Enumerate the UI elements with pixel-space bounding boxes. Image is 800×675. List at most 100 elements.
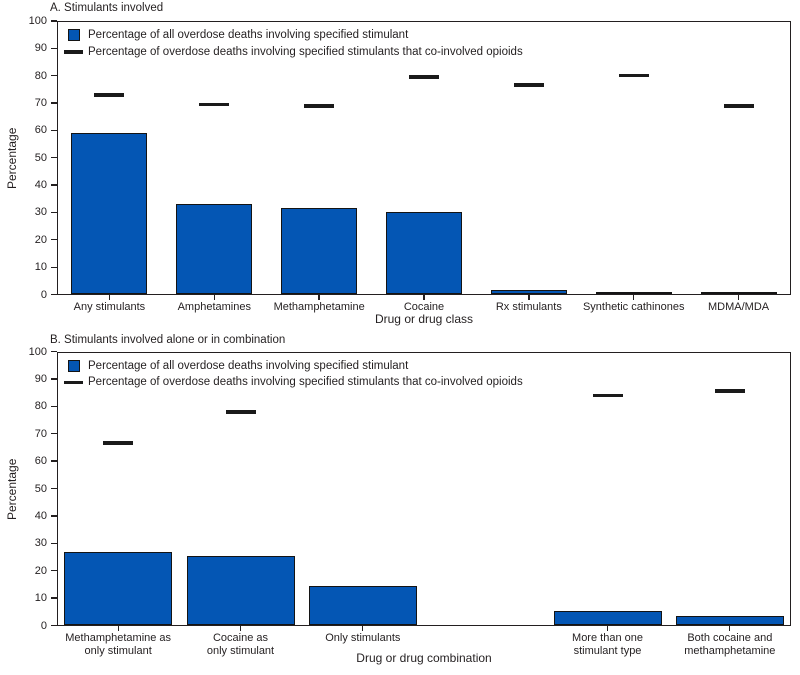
panel-a-y-tick-label: 10 — [34, 261, 47, 274]
panel-b-x-tick — [729, 625, 731, 631]
panel-b-opioid-dash-2 — [225, 409, 256, 414]
panel-b-y-tick — [51, 433, 57, 435]
panel-a-bar-6 — [595, 291, 672, 295]
panel-b-legend-bar-label: Percentage of all overdose deaths involv… — [88, 359, 409, 372]
panel-a-legend-bar-swatch — [68, 29, 80, 41]
panel-a-bar-1 — [71, 133, 148, 295]
panel-a-y-tick-label: 30 — [34, 206, 47, 219]
panel-b-y-tick-label: 90 — [34, 372, 47, 385]
panel-b-y-tick — [51, 350, 57, 353]
panel-a-bar-7 — [700, 291, 777, 295]
panel-a-y-tick — [51, 20, 57, 22]
panel-b-bar-4 — [553, 610, 662, 626]
panel-b-legend-dash-swatch — [64, 380, 83, 385]
panel-a-category-label: Any stimulants — [73, 301, 146, 313]
panel-b-y-tick-label: 30 — [34, 537, 47, 550]
panel-b-category-label: Methamphetamine as only stimulant — [65, 632, 172, 657]
panel-b-x-tick — [117, 625, 119, 631]
panel-a-x-tick — [318, 294, 320, 300]
panel-a-y-tick-label: 40 — [34, 179, 47, 192]
panel-b-legend-dash-label: Percentage of overdose deaths involving … — [88, 376, 523, 388]
panel-b-x-tick — [362, 625, 364, 631]
panel-a-legend-bar-label: Percentage of all overdose deaths involv… — [88, 29, 409, 41]
panel-b-y-tick-label: 20 — [34, 564, 47, 577]
panel-a-legend-dash-label: Percentage of overdose deaths involving … — [88, 45, 523, 58]
panel-a-bar-3 — [281, 208, 358, 295]
panel-a-opioid-dash-1 — [94, 93, 125, 97]
panel-b-y-tick-label: 80 — [34, 400, 47, 413]
panel-b-y-tick — [51, 405, 57, 407]
panel-a-category-label: Synthetic cathinones — [582, 301, 685, 313]
panel-b-category-label: Cocaine as only stimulant — [206, 632, 275, 657]
panel-a-category-label: Amphetamines — [177, 301, 251, 313]
panel-a-y-tick — [51, 239, 57, 241]
panel-b-category-label: Only stimulants — [325, 632, 401, 644]
panel-b-bar-1 — [64, 551, 173, 626]
panel-a-y-tick-label: 50 — [34, 151, 47, 164]
panel-a-category-label: Methamphetamine — [273, 301, 365, 313]
panel-a-y-tick — [51, 293, 57, 296]
panel-a-opioid-dash-5 — [513, 83, 544, 88]
panel-b-category-label: More than one stimulant type — [572, 632, 643, 657]
panel-a-x-axis-title: Drug or drug class — [374, 312, 474, 326]
panel-a-opioid-dash-7 — [723, 103, 754, 108]
panel-b-title: B. Stimulants involved alone or in combi… — [50, 334, 286, 346]
panel-a-y-tick-label: 70 — [34, 97, 47, 110]
panel-a-y-tick-label: 100 — [28, 15, 47, 27]
panel-a-legend-dash-swatch — [64, 50, 83, 54]
panel-b-y-tick-label: 50 — [34, 482, 47, 495]
panel-a-y-tick-label: 60 — [34, 124, 47, 137]
panel-b-y-tick — [51, 624, 57, 627]
panel-b-bar-5 — [675, 615, 784, 626]
panel-b-opioid-dash-4 — [592, 393, 623, 398]
panel-a-category-label: Rx stimulants — [495, 301, 562, 313]
panel-a-bar-2 — [176, 204, 253, 295]
panel-b-opioid-dash-5 — [714, 389, 745, 394]
panel-b-y-tick — [51, 378, 57, 380]
panel-a-bar-4 — [386, 212, 462, 295]
panel-b-plot-frame — [57, 351, 791, 626]
panel-a-y-tick-label: 90 — [34, 42, 47, 55]
panel-a-y-tick — [51, 266, 57, 268]
panel-a-x-tick — [633, 294, 635, 300]
panel-a-y-tick — [51, 157, 57, 159]
panel-a-y-tick-label: 0 — [40, 288, 47, 301]
panel-a-x-tick — [213, 294, 215, 300]
panel-b-x-tick — [606, 625, 609, 631]
panel-a-y-tick — [51, 129, 57, 132]
panel-b-y-tick — [51, 515, 57, 517]
panel-a-bar-5 — [490, 289, 567, 295]
panel-a-y-tick — [51, 211, 57, 214]
panel-a-x-tick — [423, 294, 425, 300]
panel-a-title: A. Stimulants involved — [50, 2, 164, 14]
panel-b-y-tick-label: 100 — [28, 345, 47, 358]
panel-b-bar-3 — [308, 586, 417, 626]
panel-b-y-tick — [51, 542, 57, 544]
panel-a-y-tick — [51, 75, 57, 77]
panel-a-y-tick-label: 20 — [34, 233, 47, 246]
panel-a-opioid-dash-3 — [304, 103, 335, 108]
panel-b-legend-bar-swatch — [68, 359, 80, 372]
panel-b-y-tick-label: 40 — [34, 509, 47, 522]
panel-b-y-tick-label: 70 — [34, 427, 47, 440]
panel-a-opioid-dash-6 — [618, 73, 649, 78]
panel-a-opioid-dash-2 — [199, 102, 230, 107]
panel-a-category-label: MDMA/MDA — [708, 301, 770, 313]
panel-b-y-tick-label: 0 — [40, 619, 47, 632]
panel-b-x-tick — [239, 625, 242, 631]
panel-b-bar-2 — [186, 556, 295, 626]
panel-b-y-tick — [51, 460, 57, 462]
panel-b-opioid-dash-1 — [103, 441, 134, 446]
panel-b-y-tick — [51, 597, 57, 599]
panel-a-x-tick — [737, 294, 740, 300]
panel-a-x-tick — [108, 294, 111, 300]
panel-a-x-tick — [528, 294, 530, 300]
panel-a-y-tick-label: 80 — [34, 69, 47, 82]
panel-a-opioid-dash-4 — [409, 75, 439, 79]
panel-a-y-tick — [51, 47, 57, 49]
panel-b-x-axis-title: Drug or drug combination — [356, 651, 492, 665]
panel-b-y-tick-label: 10 — [34, 592, 47, 605]
panel-b-y-tick — [51, 570, 57, 572]
panel-b-category-label: Both cocaine and methamphetamine — [684, 632, 776, 657]
